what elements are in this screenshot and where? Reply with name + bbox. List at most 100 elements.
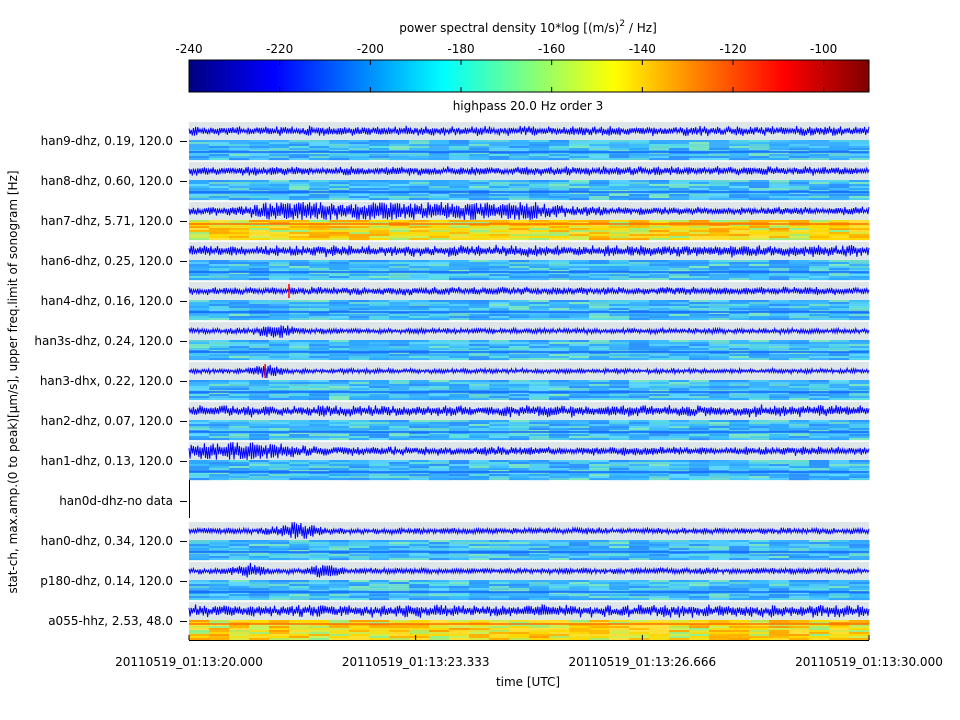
- sonogram-cell: [469, 236, 490, 239]
- sonogram-cell: [529, 262, 550, 265]
- sonogram-cell: [409, 434, 430, 437]
- sonogram-cell: [269, 198, 290, 201]
- sonogram-cell: [569, 396, 590, 399]
- sonogram-cell: [269, 220, 290, 223]
- sonogram-cell: [209, 276, 230, 279]
- sonogram-cell: [729, 396, 750, 399]
- sonogram-cell: [449, 586, 470, 589]
- sonogram-cell: [409, 392, 430, 395]
- sonogram-cell: [789, 314, 810, 317]
- sonogram-cell: [349, 556, 370, 559]
- sonogram-cell: [569, 558, 590, 561]
- sonogram-cell: [669, 474, 690, 477]
- sonogram-cell: [349, 142, 370, 145]
- sonogram-cell: [629, 554, 650, 557]
- sonogram-cell: [289, 434, 310, 437]
- sonogram-cell: [329, 396, 350, 399]
- sonogram-cell: [569, 306, 590, 309]
- sonogram-cell: [329, 388, 350, 391]
- sonogram-cell: [229, 626, 250, 629]
- sonogram-cell: [189, 302, 210, 305]
- sonogram-cell: [289, 356, 310, 359]
- sonogram-cell: [589, 158, 610, 161]
- sonogram-cell: [809, 436, 830, 439]
- sonogram-cell: [289, 436, 310, 439]
- sonogram-cell: [789, 238, 810, 241]
- sonogram-cell: [749, 596, 770, 599]
- sonogram-cell: [649, 474, 670, 477]
- sonogram-cell: [349, 266, 370, 269]
- sonogram-cell: [229, 182, 250, 185]
- sonogram-cell: [549, 632, 570, 635]
- sonogram-cell: [489, 354, 510, 357]
- sonogram-cell: [849, 156, 870, 159]
- sonogram-cell: [649, 144, 670, 147]
- sonogram-cell: [549, 316, 570, 319]
- sonogram-band-line: [189, 591, 869, 593]
- sonogram-cell: [489, 274, 510, 277]
- sonogram-cell: [329, 582, 350, 585]
- sonogram-cell: [349, 306, 370, 309]
- sonogram-cell: [389, 188, 410, 191]
- sonogram-cell: [509, 556, 530, 559]
- sonogram-cell: [409, 476, 430, 479]
- sonogram-cell: [489, 180, 510, 183]
- sonogram-cell: [429, 358, 450, 361]
- sonogram-cell: [589, 140, 610, 143]
- sonogram-cell: [789, 274, 810, 277]
- sonogram-cell: [549, 276, 570, 279]
- sonogram-cell: [349, 238, 370, 241]
- sonogram-cell: [449, 460, 470, 463]
- sonogram-cell: [549, 234, 570, 237]
- sonogram-cell: [689, 192, 710, 195]
- sonogram-cell: [649, 466, 670, 469]
- sonogram-cell: [209, 554, 230, 557]
- sonogram-cell: [609, 356, 630, 359]
- sonogram-cell: [629, 382, 650, 385]
- sonogram-cell: [689, 238, 710, 241]
- sonogram-cell: [189, 180, 210, 183]
- sonogram-cell: [429, 308, 450, 311]
- sonogram-cell: [669, 422, 690, 425]
- sonogram-cell: [789, 262, 810, 265]
- sonogram-cell: [469, 382, 490, 385]
- sonogram-cell: [569, 424, 590, 427]
- sonogram-cell: [509, 554, 530, 557]
- sonogram-cell: [409, 428, 430, 431]
- sonogram-cell: [449, 268, 470, 271]
- sonogram-cell: [209, 598, 230, 601]
- sonogram-cell: [649, 266, 670, 269]
- sonogram-cell: [449, 142, 470, 145]
- sonogram-cell: [449, 466, 470, 469]
- sonogram-cell: [449, 384, 470, 387]
- sonogram-cell: [529, 546, 550, 549]
- sonogram-cell: [469, 186, 490, 189]
- sonogram-cell: [549, 384, 570, 387]
- sonogram-cell: [649, 428, 670, 431]
- sonogram-cell: [429, 554, 450, 557]
- sonogram-cell: [469, 628, 490, 631]
- sonogram-cell: [369, 594, 390, 597]
- sonogram-cell: [349, 220, 370, 223]
- sonogram-cell: [229, 316, 250, 319]
- sonogram-cell: [689, 276, 710, 279]
- sonogram-cell: [709, 598, 730, 601]
- sonogram-cell: [369, 462, 390, 465]
- sonogram-cell: [489, 630, 510, 633]
- sonogram-cell: [529, 354, 550, 357]
- sonogram-cell: [689, 544, 710, 547]
- sonogram-cell: [329, 392, 350, 395]
- sonogram-cell: [229, 158, 250, 161]
- sonogram-cell: [689, 584, 710, 587]
- sonogram-cell: [449, 548, 470, 551]
- sonogram-cell: [629, 304, 650, 307]
- sonogram-cell: [609, 624, 630, 627]
- sonogram-cell: [429, 582, 450, 585]
- sonogram-cell: [509, 632, 530, 635]
- sonogram-cell: [489, 186, 510, 189]
- sonogram-cell: [669, 624, 690, 627]
- sonogram-cell: [829, 358, 850, 361]
- sonogram-cell: [349, 468, 370, 471]
- sonogram-cell: [689, 344, 710, 347]
